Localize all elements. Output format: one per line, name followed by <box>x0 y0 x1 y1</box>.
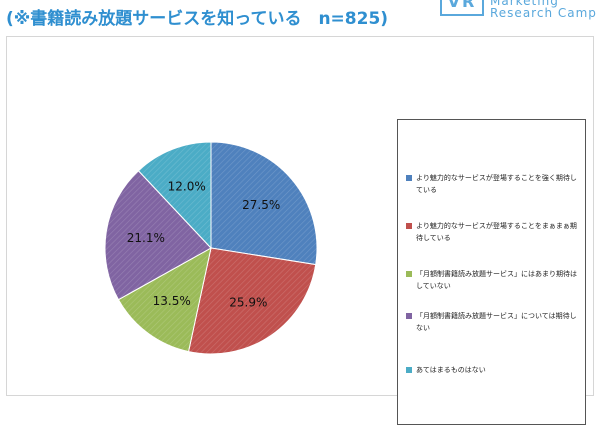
pie-chart: 27.5% 25.9% 13.5% 21.1% 12.0% <box>104 141 318 355</box>
legend-item-2: より魅力的なサービスが登場することをまぁまぁ期待している <box>406 220 582 244</box>
logo-mark: VR <box>440 0 484 16</box>
pie-slice-2 <box>187 247 317 355</box>
legend: より魅力的なサービスが登場することを強く期待している より魅力的なサービスが登場す… <box>397 119 586 425</box>
legend-label-3: 「月額制書籍読み放題サービス」にはあまり期待はしていない <box>416 270 577 290</box>
pie-slice-3 <box>117 247 212 353</box>
pie-slice-5 <box>137 141 212 250</box>
slice-label-2: 25.9% <box>229 296 267 310</box>
legend-item-1: より魅力的なサービスが登場することを強く期待している <box>406 172 582 196</box>
legend-item-5: あてはまるものはない <box>406 364 582 376</box>
slice-label-3: 13.5% <box>153 294 191 308</box>
slice-label-4: 21.1% <box>127 231 165 245</box>
legend-swatch-4 <box>406 313 412 319</box>
pie-slice-4 <box>104 170 212 301</box>
legend-label-5: あてはまるものはない <box>416 366 486 374</box>
slice-label-5: 12.0% <box>168 180 206 194</box>
logo-text-line1: Marketing <box>490 0 559 8</box>
legend-label-1: より魅力的なサービスが登場することを強く期待している <box>416 174 577 194</box>
legend-label-4: 「月額制書籍読み放題サービス」については期待しない <box>416 312 577 332</box>
logo: VR Marketing Research Camp <box>432 0 600 22</box>
chart-area: 27.5% 25.9% 13.5% 21.1% 12.0% より魅力的なサービスが登場す… <box>6 36 594 425</box>
logo-text-line2: Research Camp <box>490 6 597 20</box>
slice-label-1: 27.5% <box>242 198 280 212</box>
legend-swatch-5 <box>406 367 412 373</box>
header: (※書籍読み放題サービスを知っている n=825) VR Marketing R… <box>0 0 600 36</box>
legend-label-2: より魅力的なサービスが登場することをまぁまぁ期待している <box>416 222 577 242</box>
legend-swatch-2 <box>406 223 412 229</box>
legend-swatch-3 <box>406 271 412 277</box>
legend-swatch-1 <box>406 175 412 181</box>
pie-slice-1 <box>210 141 318 266</box>
legend-item-3: 「月額制書籍読み放題サービス」にはあまり期待はしていない <box>406 268 582 292</box>
legend-item-4: 「月額制書籍読み放題サービス」については期待しない <box>406 310 582 334</box>
chart-title: (※書籍読み放題サービスを知っている n=825) <box>6 9 389 29</box>
